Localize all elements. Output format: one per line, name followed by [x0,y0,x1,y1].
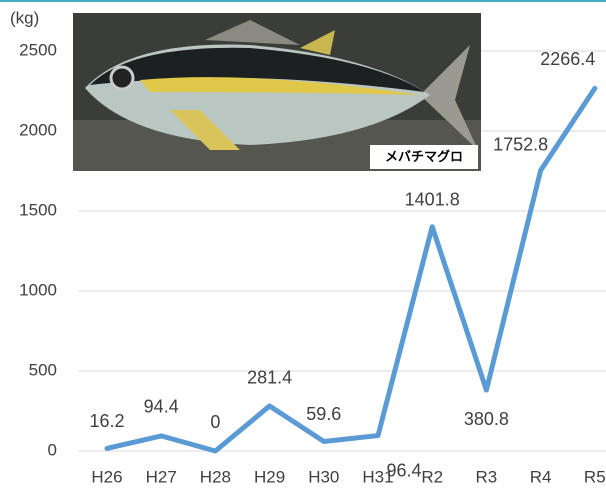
data-label: 16.2 [89,411,124,431]
x-tick-label: R3 [476,467,498,486]
data-label: 94.4 [144,397,179,417]
x-tick-label: H27 [146,467,177,486]
x-tick-label: H26 [91,467,122,486]
y-axis-label: (kg) [10,8,39,27]
data-label: 96.4 [386,460,421,480]
data-label: 2266.4 [540,49,595,69]
photo-label: メバチマグロ [385,149,463,164]
x-tick-label: R5 [584,467,606,486]
y-tick-label: 0 [48,440,57,459]
y-tick-label: 500 [29,360,57,379]
y-tick-label: 1500 [19,200,57,219]
fish-eye [111,67,133,89]
data-label: 380.8 [464,409,509,429]
data-label: 59.6 [306,404,341,424]
photo: メバチマグロ [73,13,481,171]
y-tick-label: 2500 [19,40,57,59]
x-tick-label: H30 [308,467,339,486]
x-tick-label: H29 [254,467,285,486]
data-label: 281.4 [247,368,292,388]
data-label: 0 [210,412,220,432]
y-tick-label: 1000 [19,280,57,299]
data-label: 1752.8 [493,134,548,154]
x-tick-label: R2 [421,467,443,486]
chart: メバチマグロ (kg) 0 500 1000 1500 2000 2500 H26 H27 H2… [0,0,606,494]
data-label: 1401.8 [405,189,460,209]
y-tick-label: 2000 [19,120,57,139]
x-tick-label: R4 [530,467,552,486]
x-tick-label: H28 [200,467,231,486]
